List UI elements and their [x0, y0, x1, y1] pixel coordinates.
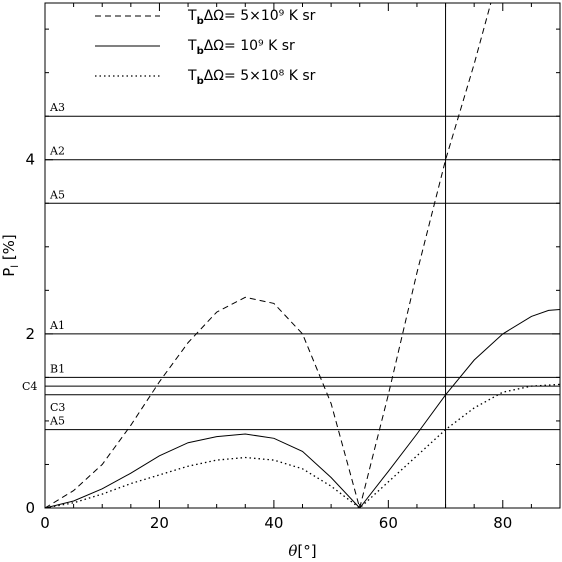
legend: TbΔΩ= 5×10⁹ K sr TbΔΩ= 10⁹ K sr TbΔΩ= 5×10… — [95, 8, 316, 87]
reference-line-label: A2 — [49, 145, 65, 158]
reference-line-label: B1 — [50, 362, 65, 375]
x-tick-label: 0 — [40, 514, 50, 532]
legend-entry-label: TbΔΩ= 5×10⁸ K sr — [187, 68, 316, 87]
y-tick-label: 2 — [25, 325, 35, 343]
legend-entry-label: TbΔΩ= 5×10⁹ K sr — [187, 8, 316, 27]
reference-line-label: A3 — [49, 101, 65, 114]
x-axis-label: θ[°] — [288, 542, 316, 560]
reference-line-label: C4 — [22, 380, 37, 393]
x-tick-label: 60 — [379, 514, 398, 532]
series-lines — [45, 3, 560, 508]
reference-line-label: A5 — [49, 188, 65, 201]
x-tick-label: 40 — [264, 514, 283, 532]
series-line-dashed — [45, 3, 492, 508]
reference-line-label: A1 — [49, 319, 65, 332]
y-tick-label: 0 — [25, 499, 35, 517]
y-tick-label: 4 — [25, 151, 35, 169]
reference-line-label: A5 — [49, 415, 65, 428]
series-line-dotted — [45, 383, 560, 508]
reference-line-label: C3 — [50, 401, 65, 414]
series-line-solid — [45, 309, 560, 508]
x-tick-label: 20 — [150, 514, 169, 532]
y-axis-label: Pl [%] — [0, 234, 21, 277]
legend-entry-label: TbΔΩ= 10⁹ K sr — [187, 38, 295, 57]
x-tick-label: 80 — [493, 514, 512, 532]
